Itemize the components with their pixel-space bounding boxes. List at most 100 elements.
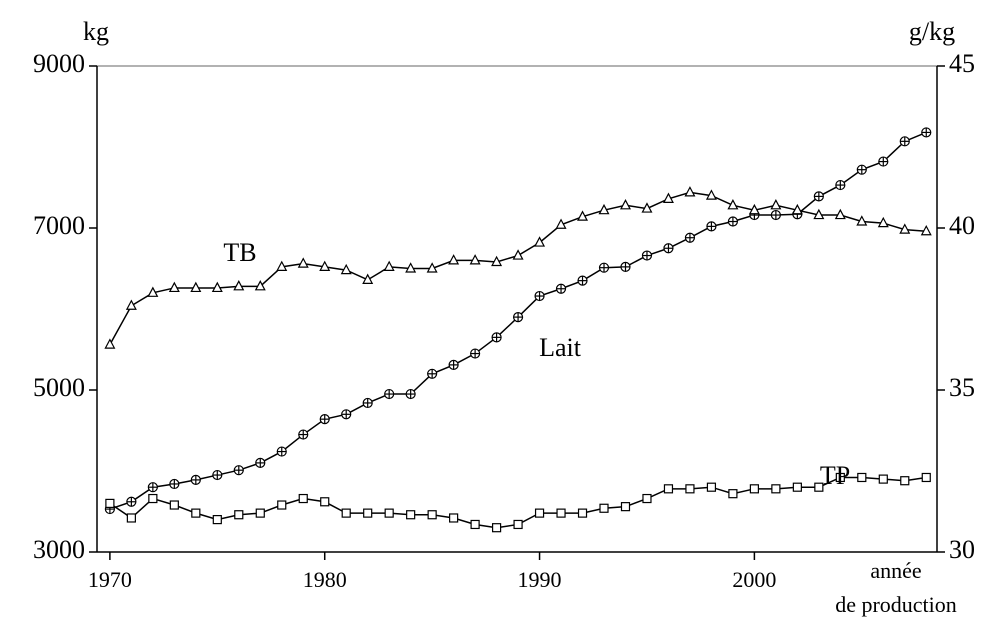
data-point [426, 262, 438, 273]
data-point [405, 262, 417, 273]
data-point [620, 502, 631, 512]
data-point [319, 260, 331, 271]
data-point [642, 493, 652, 504]
data-point [211, 281, 223, 293]
data-point [297, 257, 309, 268]
data-point [556, 508, 566, 518]
data-point [276, 260, 288, 271]
data-point [105, 498, 115, 508]
data-point [255, 508, 265, 518]
data-point [834, 208, 846, 220]
y-tick-label: 3000 [33, 535, 85, 564]
data-point [320, 497, 330, 507]
data-point [255, 457, 266, 468]
y2-tick-label: 45 [949, 49, 975, 78]
data-point [534, 508, 545, 518]
data-point [577, 508, 588, 518]
data-point [362, 397, 373, 409]
data-point [900, 476, 910, 486]
data-point [126, 513, 136, 523]
data-point [469, 254, 481, 265]
y2-tick-label: 30 [949, 535, 975, 564]
data-point [341, 409, 352, 420]
data-point [491, 523, 502, 533]
data-point [727, 199, 739, 210]
data-point [598, 262, 610, 273]
data-point [470, 348, 481, 359]
data-point [254, 280, 266, 291]
data-point [813, 191, 824, 202]
x-tick-label: 1970 [88, 567, 132, 592]
data-point [814, 482, 824, 492]
data-point [899, 223, 911, 234]
data-point [857, 472, 867, 483]
x-axis-label: année [870, 558, 921, 583]
y-tick-label: 7000 [33, 211, 85, 240]
data-point [427, 368, 438, 379]
data-point [383, 260, 395, 271]
data-point [662, 192, 674, 203]
data-point [212, 469, 223, 481]
x-tick-label: 2000 [732, 567, 776, 592]
data-point [534, 236, 546, 247]
data-point [705, 189, 717, 200]
data-point [728, 489, 738, 499]
data-point [684, 232, 696, 243]
data-point [684, 186, 696, 197]
data-point [749, 484, 759, 494]
data-point [491, 332, 502, 343]
data-point [234, 510, 244, 520]
data-point [125, 299, 137, 310]
y2-tick-label: 40 [949, 211, 975, 240]
data-point [340, 263, 352, 275]
data-point [448, 254, 460, 265]
data-point [856, 164, 867, 175]
data-point [877, 216, 889, 228]
data-point [599, 503, 609, 513]
x-tick-label: 1990 [518, 567, 562, 592]
data-point [856, 215, 868, 226]
data-point [577, 275, 588, 286]
data-point [748, 203, 760, 215]
data-point [190, 281, 202, 293]
data-point [878, 156, 889, 167]
data-point [878, 474, 888, 484]
data-point [706, 221, 717, 232]
data-point [168, 281, 180, 293]
data-point [298, 429, 309, 440]
data-point [319, 414, 330, 425]
data-point [512, 312, 524, 323]
data-point [126, 496, 137, 507]
data-point [555, 218, 567, 229]
y2-tick-label: 35 [949, 373, 975, 402]
data-point [276, 446, 287, 457]
data-point [641, 202, 653, 213]
data-point [577, 210, 589, 221]
y-tick-label: 9000 [33, 49, 85, 78]
data-point [771, 484, 781, 494]
series-label: TP [820, 461, 850, 490]
data-point [406, 510, 416, 520]
data-point [921, 127, 932, 138]
data-point [362, 273, 374, 284]
data-point [384, 388, 395, 400]
data-point [147, 482, 158, 493]
data-point [663, 484, 674, 494]
data-point [470, 519, 480, 530]
data-point [899, 136, 910, 147]
data-point [770, 209, 781, 221]
data-point [448, 359, 459, 370]
data-point [212, 514, 222, 525]
data-point [641, 250, 653, 261]
data-point [405, 388, 416, 400]
data-point [384, 508, 394, 518]
data-point [921, 472, 931, 483]
data-point [663, 243, 674, 254]
data-point [363, 508, 373, 518]
data-point [685, 484, 695, 494]
data-point [727, 216, 739, 227]
data-point [620, 261, 631, 272]
data-point [512, 249, 524, 260]
data-point [148, 493, 158, 504]
data-point [341, 508, 351, 518]
